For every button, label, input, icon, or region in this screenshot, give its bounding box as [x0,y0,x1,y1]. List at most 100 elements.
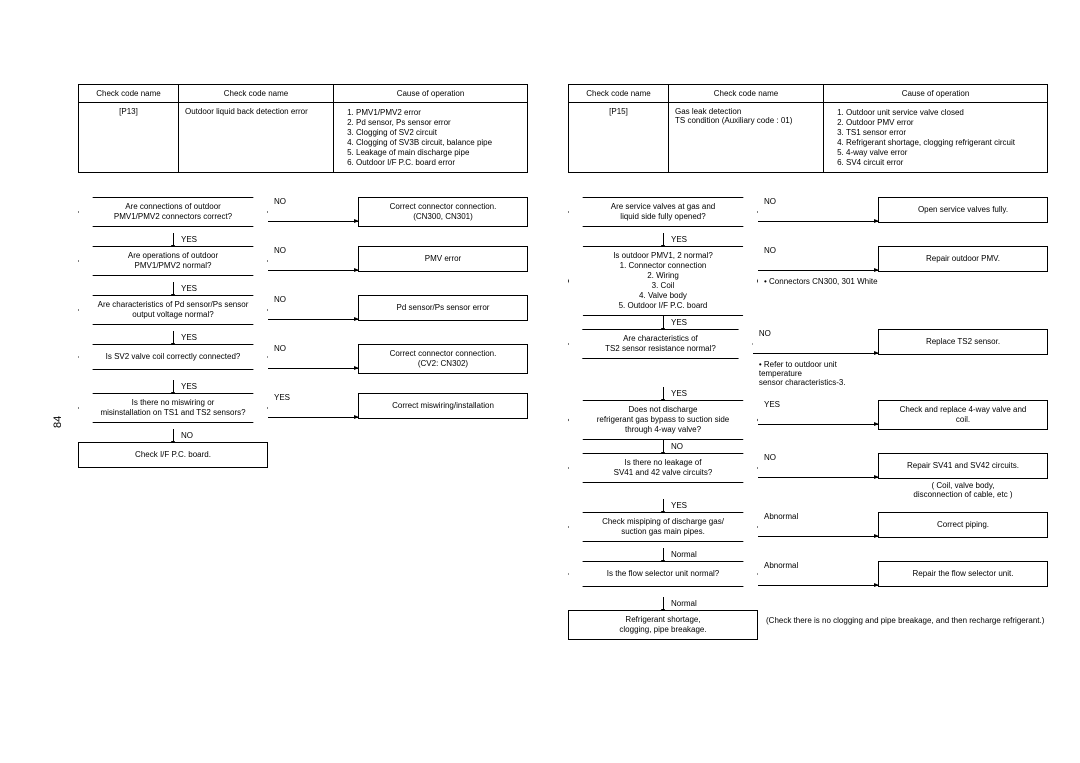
cause-item: Pd sensor, Ps sensor error [356,118,521,127]
flow-vconnector-row: NO [568,440,1048,453]
decision-node: Are service valves at gas and liquid sid… [568,197,758,227]
vertical-connector: YES [568,316,758,329]
flow-vconnector-row: YES [78,380,528,393]
arrow-right [758,270,878,271]
flow-vconnector-row: YES [78,331,528,344]
vertical-connector: YES [568,499,758,512]
terminal-node: Refrigerant shortage, clogging, pipe bre… [568,610,758,640]
action-node: Check and replace 4-way valve and coil. [878,400,1048,430]
th: Cause of operation [824,85,1048,103]
vertical-connector: Normal [568,548,758,561]
arrow-right [758,221,878,222]
branch-label: NO [268,197,286,208]
action-wrap: Check and replace 4-way valve and coil. [878,400,1048,430]
arrow-right [758,585,878,586]
code-cell: [P13] [79,103,179,173]
branch-label: NO [758,246,776,257]
branch-label: YES [268,393,290,404]
action-node: Repair outdoor PMV. [878,246,1048,272]
decision-node: Are operations of outdoor PMV1/PMV2 norm… [78,246,268,276]
vertical-label: YES [173,235,197,244]
action-node: Open service valves fully. [878,197,1048,223]
flow-row: Is outdoor PMV1, 2 normal? 1. Connector … [568,246,1048,316]
desc-cell: Gas leak detection TS condition (Auxilia… [669,103,824,173]
decision-node: Is there no miswiring or misinstallation… [78,393,268,423]
panel-right: Check code name Check code name Cause of… [568,84,1048,646]
cause-item: Clogging of SV2 circuit [356,128,521,137]
decision-node: Is SV2 valve coil correctly connected? [78,344,268,370]
panel-left: Check code name Check code name Cause of… [78,84,528,478]
action-wrap: Pd sensor/Ps sensor error [358,295,528,321]
flow-vconnector-row: YES [568,499,1048,512]
vertical-connector: YES [78,282,268,295]
action-node: PMV error [358,246,528,272]
horizontal-connector: Abnormal [758,512,878,537]
flow-row: Is the flow selector unit normal?Abnorma… [568,561,1048,597]
flow-row: Is there no miswiring or misinstallation… [78,393,528,429]
horizontal-connector: YES [268,393,358,418]
flow-vconnector-row: YES [78,233,528,246]
flow-row: Are service valves at gas and liquid sid… [568,197,1048,233]
vertical-label: Normal [663,599,697,608]
decision-node: Is there no leakage of SV41 and 42 valve… [568,453,758,483]
flow-vconnector-row: NO [78,429,528,442]
decision-node: Is the flow selector unit normal? [568,561,758,587]
vertical-connector: NO [78,429,268,442]
vertical-label: Normal [663,550,697,559]
vertical-label: YES [663,235,687,244]
decision-node: Are characteristics of Pd sensor/Ps sens… [78,295,268,325]
final-note: (Check there is no clogging and pipe bre… [766,616,1044,625]
decision-node: Does not discharge refrigerant gas bypas… [568,400,758,440]
action-wrap: Correct piping. [878,512,1048,538]
vertical-connector: YES [78,380,268,393]
cause-item: Outdoor unit service valve closed [846,108,1041,117]
flow-row: Check mispiping of discharge gas/ suctio… [568,512,1048,548]
branch-label: Abnormal [758,561,798,572]
th: Check code name [179,85,334,103]
horizontal-connector: NO [758,197,878,222]
cause-cell: PMV1/PMV2 error Pd sensor, Ps sensor err… [334,103,528,173]
branch-label: NO [753,329,771,340]
action-wrap: Replace TS2 sensor. [878,329,1048,355]
vertical-connector: Normal [568,597,758,610]
action-node: Correct connector connection. (CV2: CN30… [358,344,528,374]
action-wrap: Open service valves fully. [878,197,1048,223]
horizontal-connector: NO [268,246,358,271]
right-header-table: Check code name Check code name Cause of… [568,84,1048,173]
action-node: Replace TS2 sensor. [878,329,1048,355]
arrow-right [268,417,358,418]
vertical-label: YES [663,501,687,510]
horizontal-connector: NO [268,295,358,320]
vertical-label: YES [663,318,687,327]
side-note: • Refer to outdoor unit temperature sens… [759,360,878,387]
action-node: Correct miswiring/installation [358,393,528,419]
cause-item: Outdoor PMV error [846,118,1041,127]
vertical-connector: YES [78,233,268,246]
action-wrap: Correct connector connection. (CV2: CN30… [358,344,528,374]
cause-list: Outdoor unit service valve closed Outdoo… [830,108,1041,167]
terminal-row: Check I/F P.C. board. [78,442,528,478]
cause-item: 4-way valve error [846,148,1041,157]
decision-node: Are connections of outdoor PMV1/PMV2 con… [78,197,268,227]
page-number: 84 [52,416,64,428]
action-wrap: Correct miswiring/installation [358,393,528,419]
vertical-connector: YES [568,233,758,246]
action-wrap: Repair outdoor PMV. [878,246,1048,272]
decision-node: Are characteristics of TS2 sensor resist… [568,329,753,359]
action-wrap: Correct connector connection. (CN300, CN… [358,197,528,227]
branch-label: NO [758,453,776,464]
horizontal-connector: YES [758,400,878,425]
horizontal-connector: NO [268,344,358,369]
arrow-right [268,319,358,320]
horizontal-connector: NO • Refer to outdoor unit temperature se… [753,329,878,387]
flow-row: Are operations of outdoor PMV1/PMV2 norm… [78,246,528,282]
vertical-connector: YES [568,387,758,400]
terminal-row: Refrigerant shortage, clogging, pipe bre… [568,610,1048,646]
vertical-label: YES [663,389,687,398]
th: Check code name [569,85,669,103]
cause-item: Outdoor I/F P.C. board error [356,158,521,167]
th: Check code name [669,85,824,103]
arrow-right [758,424,878,425]
flow-row: Are characteristics of Pd sensor/Ps sens… [78,295,528,331]
flow-row: Is there no leakage of SV41 and 42 valve… [568,453,1048,499]
